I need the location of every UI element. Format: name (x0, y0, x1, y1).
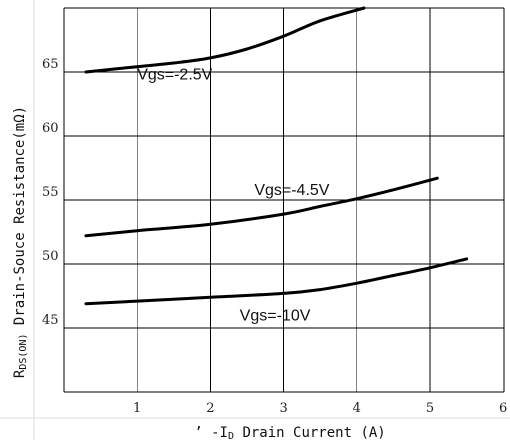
y-tick-label: 55 (42, 185, 59, 200)
series-line-3 (84, 257, 469, 306)
x-axis-label-prefix: ’ -I (194, 425, 228, 440)
x-tick-label: 5 (426, 401, 434, 416)
series-line-1 (84, 6, 366, 74)
x-axis-label-rest: Drain Current (A) (234, 425, 386, 440)
series-label-3: Vgs=-10V (240, 307, 311, 324)
y-tick-label: 60 (42, 121, 59, 136)
plot-frame (63, 7, 505, 393)
y-axis-label-subscript: DS(ON) (18, 334, 29, 370)
y-tick-label: 50 (42, 249, 59, 264)
x-tick-label: 4 (353, 401, 361, 416)
grid (64, 8, 504, 392)
y-tick-label: 45 (42, 313, 59, 328)
x-tick-label: 3 (279, 401, 287, 416)
series-layer (84, 6, 469, 306)
series-label-2: Vgs=-4.5V (254, 182, 329, 199)
y-tick-label: 65 (42, 57, 59, 72)
x-axis-label-subscript: D (228, 431, 234, 440)
series-label-1: Vgs=-2.5V (137, 67, 212, 84)
x-tick-label: 2 (206, 401, 214, 416)
y-axis-label-rest: Drain-Souce Resistance(mΩ) (12, 106, 28, 334)
series-line-2 (84, 176, 439, 238)
x-tick-label: 6 (499, 401, 507, 416)
series-labels: Vgs=-2.5V Vgs=-4.5V Vgs=-10V (137, 67, 330, 325)
x-axis-label: ’ -ID Drain Current (A) (194, 425, 385, 440)
x-tick-label: 1 (133, 401, 141, 416)
y-axis-label: RDS(ON) Drain-Souce Resistance(mΩ) (12, 106, 29, 378)
y-axis-label-prefix: R (12, 369, 28, 378)
